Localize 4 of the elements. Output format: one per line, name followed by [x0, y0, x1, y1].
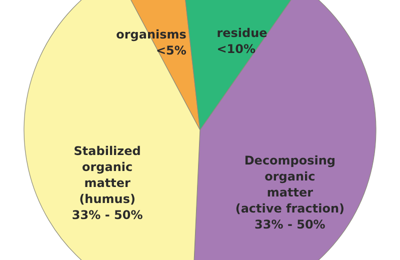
slice-label: Stabilized organic matter (humus) 33% - 50%	[72, 144, 143, 222]
slice-label: residue <10%	[216, 26, 268, 56]
slice-label: Decomposing organic matter (active fraction) 33% - 50%	[235, 154, 345, 232]
slice-label: organisms <5%	[116, 27, 186, 58]
